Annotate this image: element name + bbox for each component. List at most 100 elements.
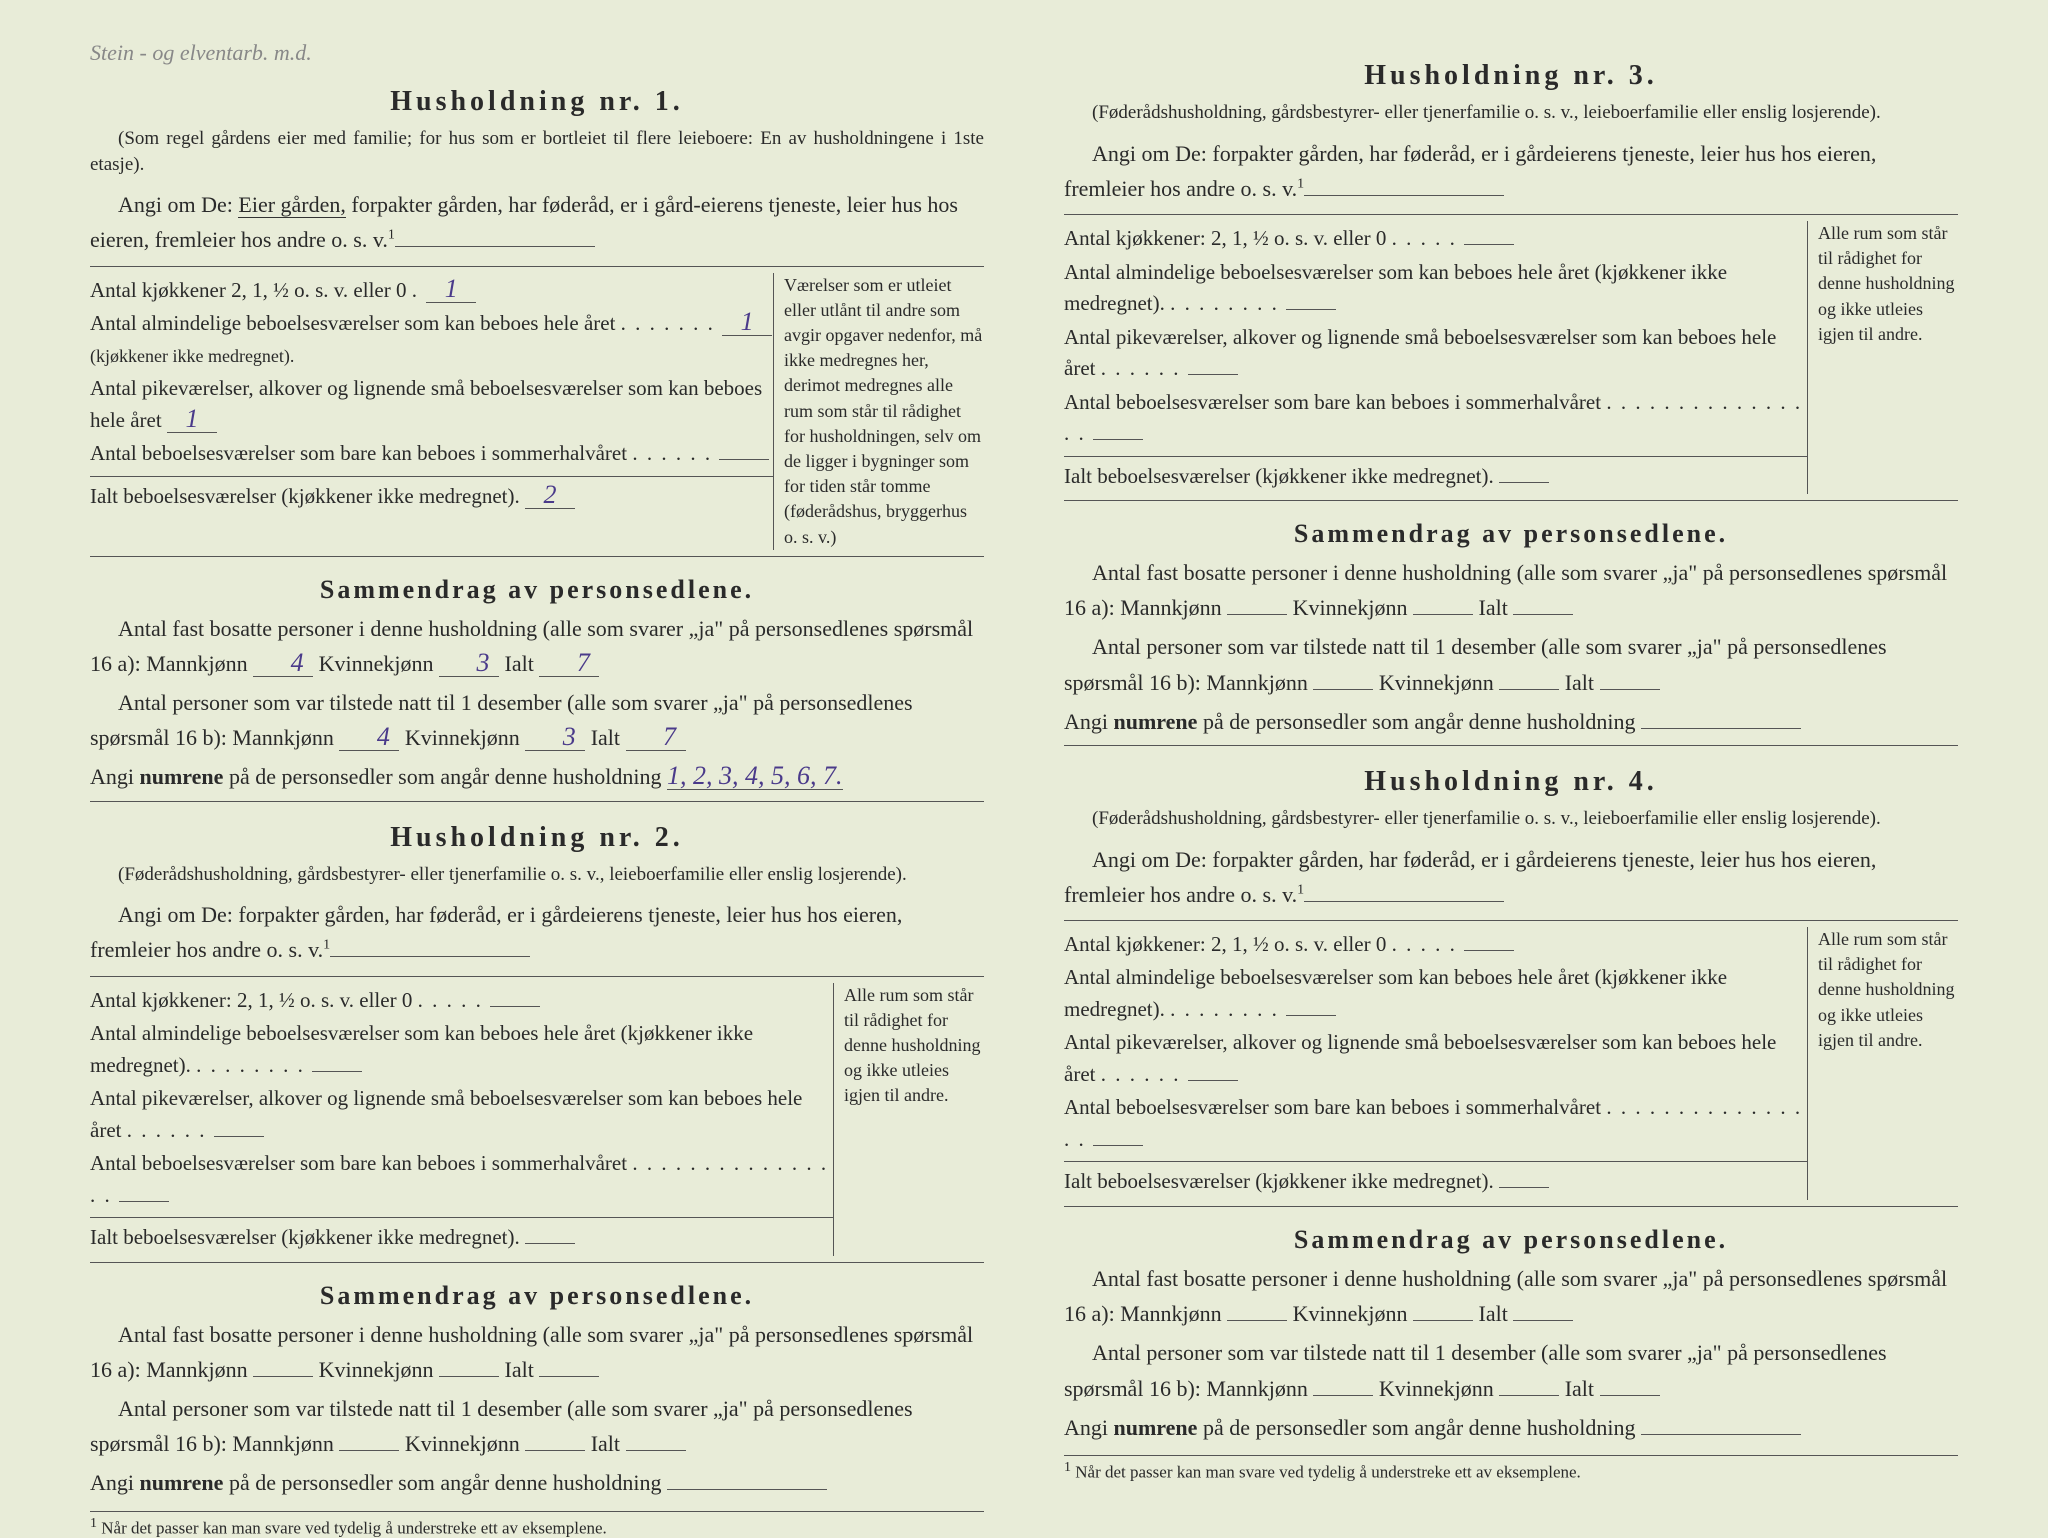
total-value-4[interactable] — [1499, 1187, 1549, 1188]
ialt-label-4: Ialt — [591, 1431, 620, 1456]
fast-m-4[interactable] — [1227, 1320, 1287, 1321]
rooms3-label-2: Antal beboelsesværelser som bare kan beb… — [90, 1151, 627, 1175]
ialt-label-5: Ialt — [1479, 595, 1508, 620]
rooms-sidenote-4: Alle rum som står til rådighet for denne… — [1807, 927, 1958, 1200]
kitchens-value-4[interactable] — [1464, 950, 1514, 951]
fast-t-3[interactable] — [1513, 614, 1573, 615]
footnote-num: 1 — [90, 1516, 97, 1531]
kvinne-label-3: Kvinnekjønn — [319, 1357, 434, 1382]
household-1-tilstede: Antal personer som var tilstede natt til… — [90, 685, 984, 755]
kvinne-label-2: Kvinnekjønn — [405, 725, 520, 750]
til-t-4[interactable] — [1600, 1395, 1660, 1396]
rooms2-value-2[interactable] — [214, 1136, 264, 1137]
total-value-3[interactable] — [1499, 482, 1549, 483]
household-3-rooms: Antal kjøkkener: 2, 1, ½ o. s. v. eller … — [1064, 214, 1958, 501]
household-4-angi: Angi om De: forpakter gården, har føderå… — [1064, 842, 1958, 912]
numrene-value[interactable]: 1, 2, 3, 4, 5, 6, 7. — [667, 763, 843, 790]
household-4-title: Husholdning nr. 4. — [1064, 766, 1958, 798]
rooms2-value[interactable]: 1 — [167, 406, 217, 433]
til-k-4[interactable] — [1499, 1395, 1559, 1396]
numrene-bold-4: numrene — [1114, 1415, 1198, 1440]
rooms3-value[interactable] — [719, 459, 769, 460]
til-t[interactable]: 7 — [626, 724, 686, 751]
household-4-tilstede: Antal personer som var tilstede natt til… — [1064, 1335, 1958, 1405]
household-1-rooms: Antal kjøkkener 2, 1, ½ o. s. v. eller 0… — [90, 266, 984, 557]
ialt-label-6: Ialt — [1565, 670, 1594, 695]
til-t-3[interactable] — [1600, 689, 1660, 690]
ialt-label-3: Ialt — [505, 1357, 534, 1382]
rooms1-value-3[interactable] — [1286, 309, 1336, 310]
household-4-numrene: Angi numrene på de personsedler som angå… — [1064, 1410, 1958, 1445]
rooms-sidenote: Værelser som er utleiet eller utlånt til… — [773, 273, 984, 550]
numrene-bold-3: numrene — [1114, 709, 1198, 734]
angi-blank-2[interactable] — [330, 956, 530, 957]
rooms3-value-3[interactable] — [1093, 439, 1143, 440]
household-1-angi: Angi om De: Eier gården, forpakter gårde… — [90, 187, 984, 257]
rooms2-value-4[interactable] — [1188, 1080, 1238, 1081]
rooms1-label-3: Antal almindelige beboelsesværelser som … — [1064, 260, 1727, 316]
fast-k-4[interactable] — [1413, 1320, 1473, 1321]
form-page: Stein - og elventarb. m.d. Husholdning n… — [0, 0, 2048, 1526]
fast-k-2[interactable] — [439, 1376, 499, 1377]
angi-blank-4[interactable] — [1304, 901, 1504, 902]
household-3-summary-title: Sammendrag av personsedlene. — [1064, 519, 1958, 549]
til-m-3[interactable] — [1313, 689, 1373, 690]
total-value-2[interactable] — [525, 1243, 575, 1244]
rooms3-value-4[interactable] — [1093, 1145, 1143, 1146]
household-2-subtitle: (Føderådshusholdning, gårdsbestyrer- ell… — [90, 862, 984, 888]
til-k-3[interactable] — [1499, 689, 1559, 690]
angi-pre: Angi om De: — [118, 192, 233, 217]
rooms3-label-3: Antal beboelsesværelser som bare kan beb… — [1064, 390, 1601, 414]
numrene-value-2[interactable] — [667, 1489, 827, 1490]
angi-blank[interactable] — [395, 246, 595, 247]
numrene-bold-2: numrene — [140, 1470, 224, 1495]
fast-k[interactable]: 3 — [439, 650, 499, 677]
kitchens-value-3[interactable] — [1464, 244, 1514, 245]
footnote-num-2: 1 — [1064, 1460, 1071, 1475]
kitchens-label-4: Antal kjøkkener: 2, 1, ½ o. s. v. eller … — [1064, 932, 1386, 956]
rooms3-label-4: Antal beboelsesværelser som bare kan beb… — [1064, 1095, 1601, 1119]
kvinne-label-7: Kvinnekjønn — [1293, 1301, 1408, 1326]
fast-k-3[interactable] — [1413, 614, 1473, 615]
kitchens-value-2[interactable] — [490, 1006, 540, 1007]
rooms-left-4: Antal kjøkkener: 2, 1, ½ o. s. v. eller … — [1064, 927, 1807, 1200]
rooms3-value-2[interactable] — [119, 1201, 169, 1202]
household-3-title: Husholdning nr. 3. — [1064, 60, 1958, 92]
til-k-2[interactable] — [525, 1450, 585, 1451]
angi-text: Angi om De: forpakter gården, har føderå… — [90, 902, 902, 962]
numrene-post-2: på de personsedler som angår denne husho… — [229, 1470, 662, 1495]
fast-t-2[interactable] — [539, 1376, 599, 1377]
household-4-rooms: Antal kjøkkener: 2, 1, ½ o. s. v. eller … — [1064, 920, 1958, 1207]
til-m-2[interactable] — [339, 1450, 399, 1451]
fast-m-3[interactable] — [1227, 614, 1287, 615]
footnote-right: 1 Når det passer kan man svare ved tydel… — [1064, 1455, 1958, 1483]
til-m[interactable]: 4 — [339, 724, 399, 751]
fast-m[interactable]: 4 — [253, 650, 313, 677]
til-k[interactable]: 3 — [525, 724, 585, 751]
kvinne-label-5: Kvinnekjønn — [1293, 595, 1408, 620]
angi-blank-3[interactable] — [1304, 195, 1504, 196]
household-1-fast: Antal fast bosatte personer i denne hush… — [90, 611, 984, 681]
household-1-title: Husholdning nr. 1. — [90, 86, 984, 118]
household-3-tilstede: Antal personer som var tilstede natt til… — [1064, 629, 1958, 699]
numrene-value-3[interactable] — [1641, 728, 1801, 729]
footnote-text-2: Når det passer kan man svare ved tydelig… — [1075, 1463, 1581, 1482]
fast-t[interactable]: 7 — [539, 650, 599, 677]
rooms1-value-4[interactable] — [1286, 1015, 1336, 1016]
til-m-4[interactable] — [1313, 1395, 1373, 1396]
rooms2-value-3[interactable] — [1188, 374, 1238, 375]
kvinne-label-8: Kvinnekjønn — [1379, 1376, 1494, 1401]
kitchens-value[interactable]: 1 — [426, 276, 476, 303]
til-t-2[interactable] — [626, 1450, 686, 1451]
numrene-value-4[interactable] — [1641, 1434, 1801, 1435]
footnote-text: Når det passer kan man svare ved tydelig… — [101, 1518, 607, 1537]
rooms1-value-2[interactable] — [312, 1071, 362, 1072]
ialt-label-2: Ialt — [591, 725, 620, 750]
angi-text-4: Angi om De: forpakter gården, har føderå… — [1064, 847, 1876, 907]
kitchens-label-2: Antal kjøkkener: 2, 1, ½ o. s. v. eller … — [90, 988, 412, 1012]
total-value[interactable]: 2 — [525, 482, 575, 509]
fast-t-4[interactable] — [1513, 1320, 1573, 1321]
fast-m-2[interactable] — [253, 1376, 313, 1377]
household-3-fast: Antal fast bosatte personer i denne hush… — [1064, 555, 1958, 625]
rooms1-value[interactable]: 1 — [722, 309, 772, 336]
